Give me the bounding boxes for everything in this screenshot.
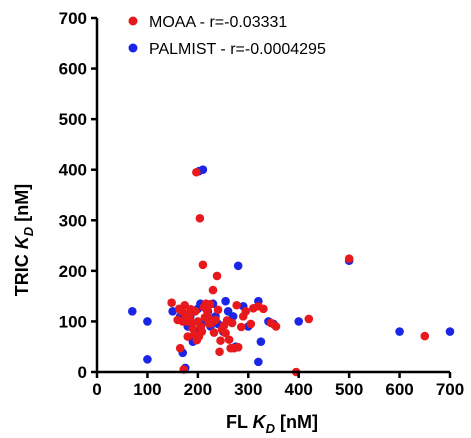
- data-point-moaa: [167, 298, 176, 308]
- data-point-moaa: [208, 285, 218, 295]
- y-tick-label: 100: [59, 312, 87, 331]
- legend-item-moaa: MOAA - r=-0.03331: [128, 14, 287, 31]
- y-tick-label: 700: [59, 9, 87, 28]
- data-point-moaa: [184, 312, 194, 321]
- data-point-moaa: [304, 314, 314, 324]
- y-axis-title: TRIC KD [nM]: [12, 184, 36, 296]
- data-point-moaa: [420, 331, 430, 341]
- data-point-moaa: [175, 343, 185, 353]
- data-point-moaa: [215, 347, 224, 357]
- data-point-palmist: [198, 165, 208, 175]
- data-point-moaa: [259, 304, 268, 314]
- data-point-moaa: [191, 307, 200, 316]
- data-point-palmist: [228, 312, 238, 321]
- x-tick-label: 300: [234, 380, 262, 399]
- y-tick-label: 400: [59, 161, 87, 180]
- x-tick-label: 400: [285, 380, 313, 399]
- data-point-palmist: [445, 327, 455, 336]
- data-point-moaa: [236, 322, 246, 332]
- data-point-moaa: [195, 213, 205, 223]
- x-tick-label: 0: [92, 380, 101, 399]
- data-point-moaa: [227, 318, 237, 328]
- x-tick-label: 200: [184, 380, 212, 399]
- data-point-moaa: [213, 305, 223, 315]
- data-point-moaa: [205, 299, 215, 309]
- data-point-moaa: [211, 315, 220, 325]
- points-layer: [128, 165, 455, 377]
- data-point-palmist: [221, 296, 230, 306]
- data-point-palmist: [254, 357, 263, 367]
- x-axis-title: FL KD [nM]: [226, 412, 318, 436]
- data-point-palmist: [233, 261, 243, 271]
- y-tick-label: 600: [59, 60, 87, 79]
- data-point-moaa: [198, 260, 208, 270]
- data-point-moaa: [233, 342, 243, 352]
- data-point-moaa: [232, 300, 241, 310]
- legend-label-moaa: MOAA - r=-0.03331: [149, 14, 287, 31]
- ticks: 0 100 200 300 400 500 600 700 0 100 200 300 400 500 60…: [59, 9, 465, 399]
- data-point-moaa: [344, 254, 354, 264]
- x-tick-label: 500: [335, 380, 363, 399]
- x-tick-label: 700: [436, 380, 464, 399]
- legend-marker-palmist: [128, 43, 138, 53]
- data-point-moaa: [216, 336, 225, 345]
- data-point-moaa: [246, 319, 256, 329]
- data-point-palmist: [128, 307, 137, 316]
- data-point-moaa: [183, 332, 193, 341]
- data-point-moaa: [197, 327, 207, 336]
- data-point-moaa: [221, 328, 230, 338]
- data-point-palmist: [294, 317, 304, 326]
- data-point-moaa: [209, 328, 219, 337]
- data-point-moaa: [241, 307, 251, 316]
- legend-marker-moaa: [128, 16, 138, 26]
- legend-label-palmist: PALMIST - r=-0.0004295: [149, 41, 326, 58]
- data-point-moaa: [203, 312, 213, 321]
- data-point-moaa: [224, 335, 234, 344]
- data-point-palmist: [143, 317, 152, 326]
- data-point-palmist: [395, 327, 404, 336]
- data-point-moaa: [192, 167, 201, 177]
- y-tick-label: 200: [59, 262, 87, 281]
- data-point-palmist: [143, 355, 152, 364]
- x-tick-label: 100: [133, 380, 161, 399]
- data-point-moaa: [271, 322, 281, 331]
- data-point-palmist: [168, 307, 177, 316]
- y-tick-label: 0: [78, 363, 87, 382]
- y-tick-label: 300: [59, 211, 87, 230]
- data-point-moaa: [212, 271, 222, 281]
- data-point-palmist: [256, 337, 266, 346]
- axes: [95, 18, 450, 374]
- legend-item-palmist: PALMIST - r=-0.0004295: [128, 41, 326, 58]
- legend: MOAA - r=-0.03331 PALMIST - r=-0.0004295: [128, 14, 326, 58]
- x-tick-label: 600: [385, 380, 413, 399]
- data-point-moaa: [180, 300, 190, 310]
- y-tick-label: 500: [59, 110, 87, 129]
